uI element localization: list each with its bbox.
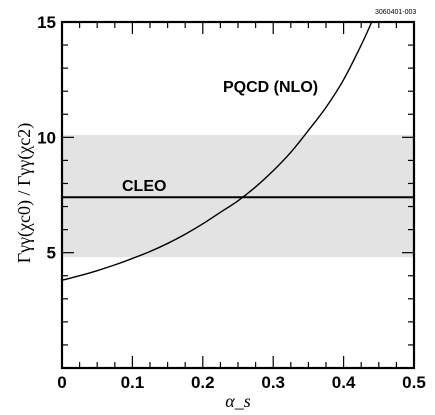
- y-axis-title: Γγγ(χc0) / Γγγ(χc2): [14, 123, 35, 264]
- x-tick-label: 0.3: [261, 373, 285, 392]
- x-tick-label: 0.1: [121, 373, 145, 392]
- cleo-band: [62, 135, 414, 258]
- y-tick-label: 10: [37, 128, 56, 147]
- pqcd-nlo-annotation: PQCD (NLO): [223, 79, 318, 96]
- x-tick-label: 0.5: [402, 373, 426, 392]
- pqcd-nlo-curve: [61, 21, 373, 282]
- plot-frame: [60, 20, 416, 370]
- y-tick-label: 15: [37, 13, 56, 32]
- y-tick-label: 5: [47, 244, 56, 263]
- figure-id-label: 3060401-003: [375, 9, 416, 16]
- x-tick-label: 0: [57, 373, 66, 392]
- x-axis-title: α_s: [225, 391, 250, 411]
- y-tick-labels: 5 10 15: [37, 13, 56, 263]
- cleo-annotation: CLEO: [122, 178, 166, 195]
- x-tick-labels: 0 0.1 0.2 0.3 0.4 0.5: [57, 373, 426, 392]
- x-tick-label: 0.2: [191, 373, 215, 392]
- x-tick-label: 0.4: [332, 373, 356, 392]
